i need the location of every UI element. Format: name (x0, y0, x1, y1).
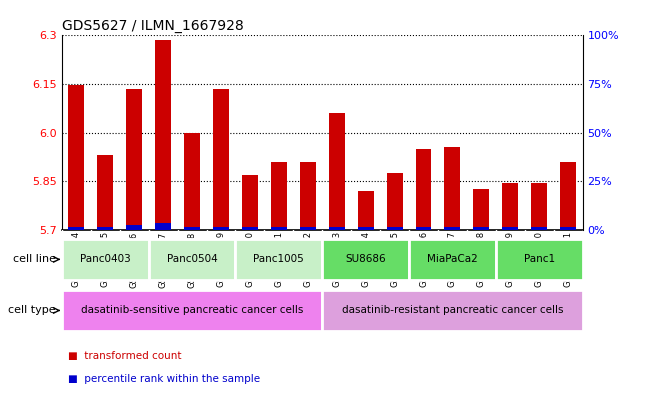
Bar (387, 227, 402, 230)
Text: Panc1005: Panc1005 (253, 254, 304, 264)
Bar (531, 227, 547, 230)
Text: ■  percentile rank within the sample: ■ percentile rank within the sample (68, 374, 260, 384)
Bar (322, 239, 409, 280)
Bar (97, 227, 113, 230)
Bar (357, 227, 374, 230)
Bar (184, 227, 200, 230)
Bar (184, 132, 200, 230)
Bar (357, 191, 374, 230)
Bar (126, 89, 142, 230)
Bar (473, 189, 490, 230)
Bar (242, 175, 258, 230)
Bar (300, 227, 316, 230)
Text: SU8686: SU8686 (345, 254, 386, 264)
Text: cell line: cell line (13, 254, 56, 264)
Bar (531, 183, 547, 230)
Text: Panc0504: Panc0504 (167, 254, 217, 264)
Text: dasatinib-sensitive pancreatic cancer cells: dasatinib-sensitive pancreatic cancer ce… (81, 305, 303, 316)
Bar (415, 149, 432, 230)
Bar (503, 227, 518, 230)
Text: cell type: cell type (8, 305, 56, 316)
Bar (213, 227, 229, 230)
Bar (68, 84, 84, 230)
Bar (415, 227, 432, 230)
Bar (322, 290, 583, 331)
Bar (155, 40, 171, 230)
Bar (473, 227, 490, 230)
Bar (68, 227, 84, 230)
Bar (148, 239, 236, 280)
Bar (387, 173, 402, 230)
Bar (97, 155, 113, 230)
Bar (242, 227, 258, 230)
Bar (62, 239, 148, 280)
Text: GDS5627 / ILMN_1667928: GDS5627 / ILMN_1667928 (62, 19, 243, 33)
Text: dasatinib-resistant pancreatic cancer cells: dasatinib-resistant pancreatic cancer ce… (342, 305, 563, 316)
Bar (329, 113, 344, 230)
Text: Panc0403: Panc0403 (80, 254, 131, 264)
Bar (445, 227, 460, 230)
Bar (213, 89, 229, 230)
Bar (561, 162, 576, 230)
Text: Panc1: Panc1 (523, 254, 555, 264)
Bar (409, 239, 496, 280)
Text: ■  transformed count: ■ transformed count (68, 351, 182, 361)
Bar (561, 227, 576, 230)
Bar (329, 227, 344, 230)
Bar (62, 290, 322, 331)
Bar (496, 239, 583, 280)
Bar (503, 183, 518, 230)
Bar (300, 162, 316, 230)
Text: MiaPaCa2: MiaPaCa2 (427, 254, 478, 264)
Bar (236, 239, 322, 280)
Bar (271, 227, 287, 230)
Bar (445, 147, 460, 230)
Bar (126, 225, 142, 230)
Bar (271, 162, 287, 230)
Bar (155, 223, 171, 230)
